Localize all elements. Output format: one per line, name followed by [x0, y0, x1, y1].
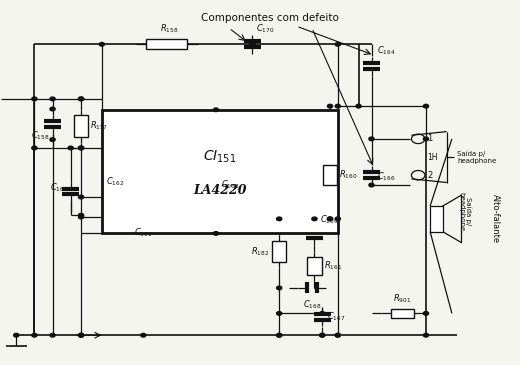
Text: $C_{165}$: $C_{165}$: [49, 182, 68, 194]
Circle shape: [79, 97, 84, 101]
Circle shape: [369, 183, 374, 187]
Text: $R_{161}$: $R_{161}$: [324, 260, 342, 272]
Circle shape: [320, 333, 325, 337]
Text: LA4220: LA4220: [193, 184, 246, 197]
Circle shape: [277, 312, 282, 315]
Text: $C_{158}$: $C_{158}$: [31, 130, 50, 142]
Circle shape: [79, 97, 84, 101]
Bar: [307, 257, 322, 275]
Circle shape: [250, 42, 255, 46]
Text: $C_{163}$: $C_{163}$: [221, 178, 240, 191]
Text: $R_{182}$: $R_{182}$: [251, 245, 270, 258]
Circle shape: [328, 104, 333, 108]
Circle shape: [213, 231, 218, 235]
Circle shape: [68, 146, 73, 150]
Text: 2: 2: [427, 171, 433, 180]
Circle shape: [335, 333, 341, 337]
Circle shape: [50, 333, 55, 337]
Bar: [74, 115, 88, 137]
Text: $C_{164}$: $C_{164}$: [376, 45, 395, 57]
Circle shape: [328, 217, 333, 221]
Circle shape: [423, 104, 428, 108]
Circle shape: [213, 108, 218, 112]
Circle shape: [356, 104, 361, 108]
Circle shape: [32, 333, 37, 337]
Text: $C_{162}$: $C_{162}$: [106, 176, 124, 188]
Circle shape: [335, 217, 341, 221]
Text: 1: 1: [427, 134, 433, 143]
Circle shape: [369, 137, 374, 141]
Circle shape: [79, 146, 84, 150]
Circle shape: [277, 217, 282, 221]
Circle shape: [335, 42, 341, 46]
Bar: [430, 206, 443, 231]
Circle shape: [277, 286, 282, 290]
Circle shape: [423, 333, 428, 337]
Circle shape: [141, 333, 146, 337]
Text: $C_{170}$: $C_{170}$: [256, 23, 275, 35]
Circle shape: [79, 333, 84, 337]
Circle shape: [335, 333, 341, 337]
Circle shape: [50, 107, 55, 111]
Text: $C_{161}$: $C_{161}$: [134, 226, 152, 239]
Circle shape: [79, 215, 84, 219]
Text: Saída p/
headphone: Saída p/ headphone: [457, 150, 496, 164]
Bar: [146, 39, 187, 49]
Circle shape: [79, 333, 84, 337]
Text: $R_{158}$: $R_{158}$: [160, 23, 178, 35]
Circle shape: [79, 146, 84, 150]
Text: $C_{166}$: $C_{166}$: [376, 171, 395, 183]
Circle shape: [423, 312, 428, 315]
Text: $C_{167}$: $C_{167}$: [328, 311, 346, 323]
Circle shape: [14, 333, 19, 337]
Circle shape: [50, 138, 55, 141]
Text: Saída p/
headphone: Saída p/ headphone: [458, 192, 472, 231]
Text: Componentes com defeito: Componentes com defeito: [201, 14, 340, 23]
Circle shape: [79, 333, 84, 337]
Circle shape: [335, 104, 341, 108]
Circle shape: [250, 42, 255, 46]
Circle shape: [423, 137, 428, 141]
Bar: [102, 110, 338, 233]
Circle shape: [32, 146, 37, 150]
Circle shape: [328, 217, 333, 221]
Circle shape: [99, 42, 105, 46]
Circle shape: [79, 214, 84, 217]
Circle shape: [312, 217, 317, 221]
Circle shape: [277, 333, 282, 337]
Bar: [272, 241, 287, 262]
Circle shape: [50, 97, 55, 101]
Circle shape: [79, 195, 84, 199]
Circle shape: [32, 97, 37, 101]
Circle shape: [320, 333, 325, 337]
Bar: [391, 309, 414, 318]
Text: $C_{169}$: $C_{169}$: [320, 214, 339, 226]
Text: $R_{160}$: $R_{160}$: [340, 169, 358, 181]
Text: $C_{168}$: $C_{168}$: [303, 298, 321, 311]
Circle shape: [277, 333, 282, 337]
Text: $R_{901}$: $R_{901}$: [394, 293, 412, 306]
Circle shape: [320, 312, 325, 315]
Text: 1H: 1H: [427, 153, 438, 162]
Text: Alto-falante: Alto-falante: [491, 194, 500, 243]
Text: $R_{157}$: $R_{157}$: [90, 120, 109, 132]
Text: $CI_{151}$: $CI_{151}$: [203, 149, 237, 165]
Bar: [323, 165, 337, 185]
